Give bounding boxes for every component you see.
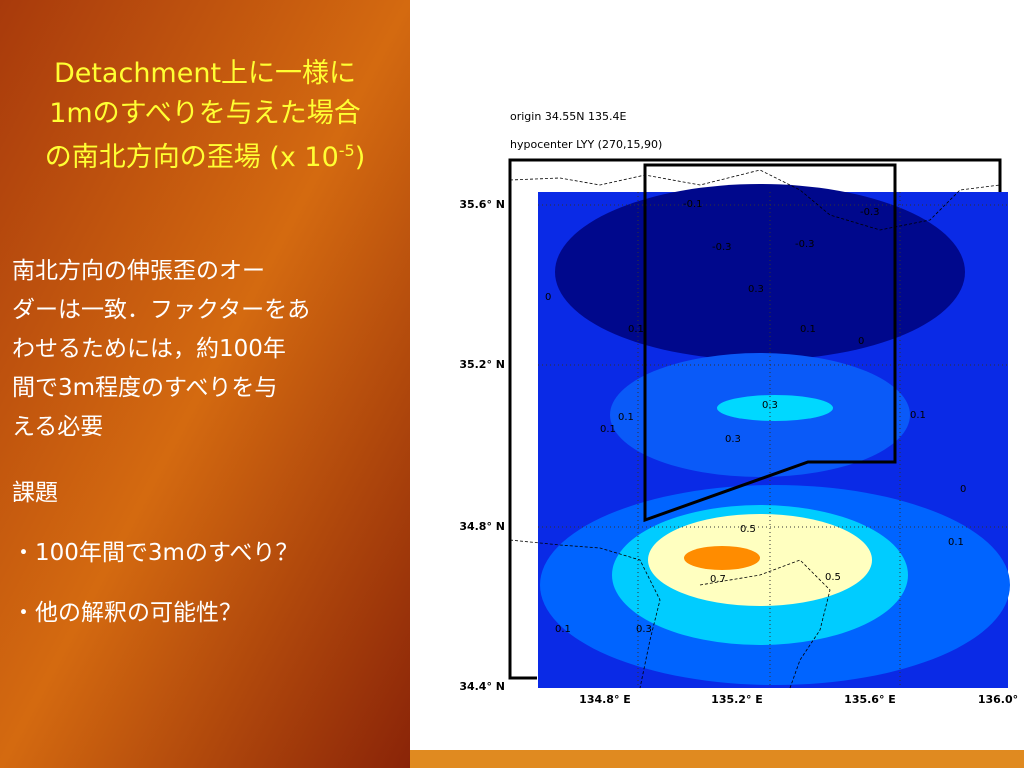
body-line: ダーは一致．ファクターをあ [12,297,310,323]
body-line: 間で3m程度のすべりを与 [12,375,277,401]
contour-label: 0.3 [636,624,652,635]
y-tick-label: 34.8° N [459,520,505,533]
contour-label: 0.1 [948,537,964,548]
contour-label: 0.1 [800,324,816,335]
title-line: Detachment上に一様に [54,58,356,89]
issue: ・100年間で3mのすべり？ [12,540,298,566]
body-line: わせるためには，約100年 [12,336,286,362]
title-close: ) [355,142,366,173]
x-tick-label: 135.2° E [711,693,763,706]
contour-label: 0 [858,336,864,347]
contour-region [555,184,965,360]
body-line: 南北方向の伸張歪のオー [12,258,265,284]
contour-label: -0.3 [795,239,815,250]
fault-outline [643,163,897,523]
contour-label: 0.1 [618,412,634,423]
issues-heading: 課題 [12,480,58,506]
coastline [699,559,831,689]
contour-label: 0.7 [710,574,726,585]
contour-label: 0 [960,484,966,495]
contour-label: 0.3 [725,434,741,445]
contour-labels: -0.1-0.3 -0.3-0.300.100.10.30.30.10.10.10… [545,199,966,635]
contour-label: 0.5 [825,572,841,583]
contour-map: -0.1-0.3 -0.3-0.300.100.10.30.30.10.10.10… [508,158,1010,689]
map-header: origin 34.55N 135.4E [510,110,627,123]
title-line: の南北方向の歪場 (x 10-5) [45,141,366,173]
contour-label: -0.1 [683,199,703,210]
coastline [509,539,661,689]
fault-outline [508,158,1002,680]
contour-label: 0.3 [762,400,778,411]
y-tick-label: 35.6° N [459,198,505,211]
contour-label: -0.3 [860,207,880,218]
contour-label: 0.5 [740,524,756,535]
contour-label: -0.3 [712,242,732,253]
left-panel [0,0,410,768]
contour-region [717,395,833,421]
title-superscript: -5 [339,141,355,160]
contour-label: 0.3 [748,284,764,295]
title-line: の南北方向の歪場 (x 10 [45,142,339,173]
contour-region [684,546,760,570]
x-tick-label: 135.6° E [844,693,896,706]
contour-label: 0 [545,292,551,303]
body-line: える必要 [12,414,103,440]
contour-label: 0.1 [910,410,926,421]
map-header: hypocenter LYY (270,15,90) [510,138,662,151]
contour-region [648,514,872,606]
grid [538,192,1008,688]
contour-label: 0.1 [555,624,571,635]
contour-label: 0.1 [600,424,616,435]
y-tick-label: 35.2° N [459,358,505,371]
title-line: 1mのすべりを与えた場合 [49,98,361,129]
body-text: 南北方向の伸張歪のオーダーは一致．ファクターをあわせるためには，約100年間で3… [12,258,310,440]
x-tick-label: 136.0° [978,693,1018,706]
contour-label: 0.1 [628,324,644,335]
y-tick-label: 34.4° N [459,680,505,693]
issue: ・他の解釈の可能性？ [12,600,242,626]
axes: 35.6° N 35.2° N 34.8° N 34.4° N 134.8° E 135.… [459,198,1018,706]
coastline [509,169,1001,231]
x-tick-label: 134.8° E [579,693,631,706]
